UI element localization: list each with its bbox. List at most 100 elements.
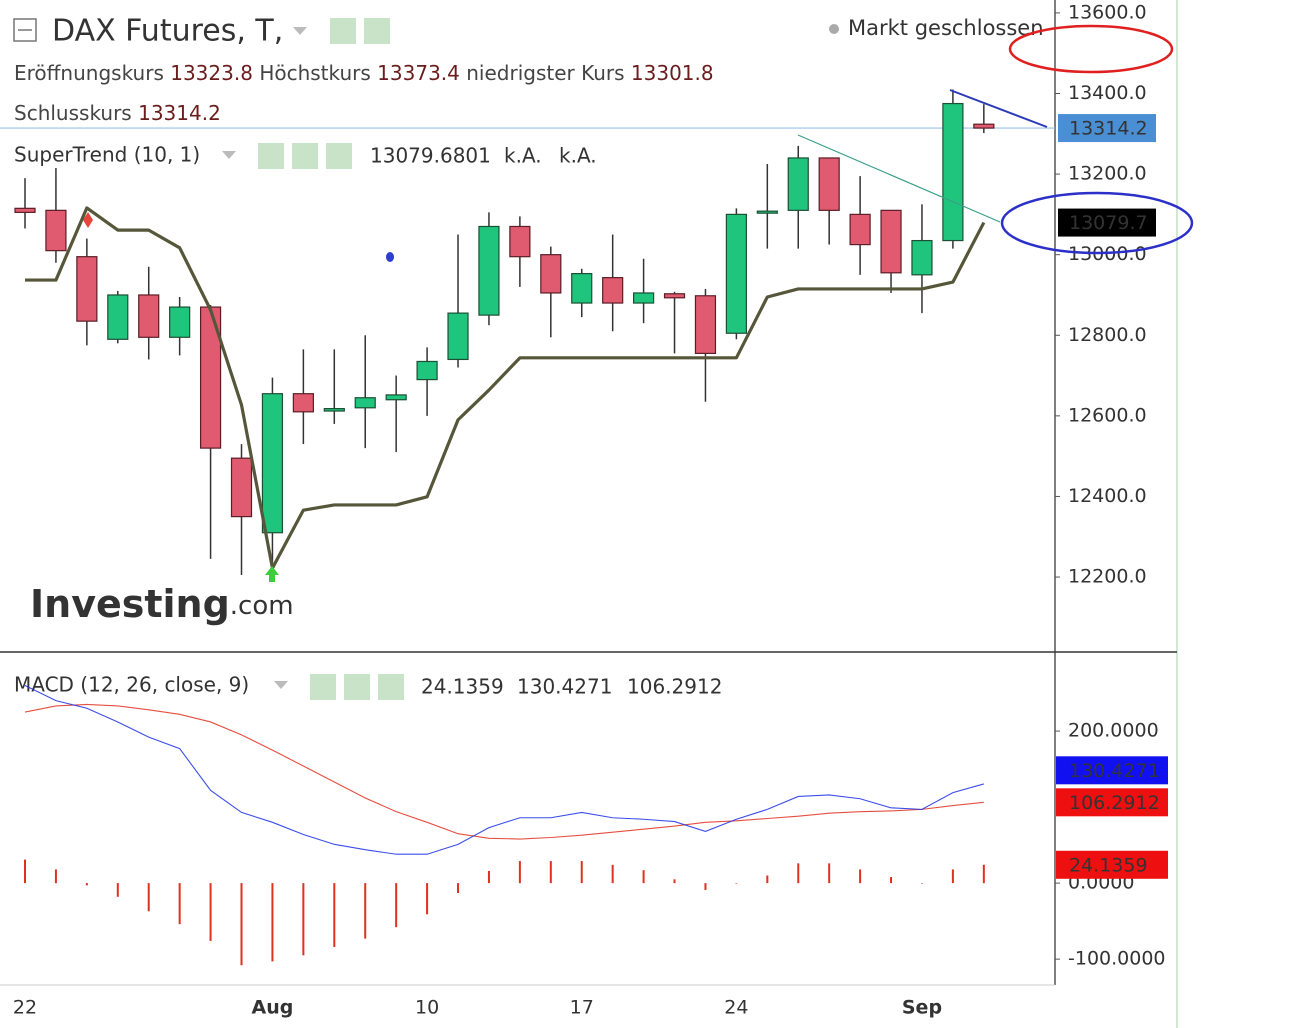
y-tick-label: 13400.0 <box>1068 82 1147 104</box>
close-icon[interactable] <box>378 674 404 700</box>
histogram-bar <box>487 870 490 884</box>
x-tick-label: 17 <box>570 997 594 1019</box>
status-dot <box>829 24 839 34</box>
dropdown-arrow[interactable] <box>293 27 307 35</box>
dropdown-arrow[interactable] <box>274 681 288 689</box>
macd-title: MACD (12, 26, close, 9) <box>14 673 249 697</box>
high-label: Höchstkurs <box>259 61 371 85</box>
supertrend-line <box>25 206 986 570</box>
y-tick-label: 12400.0 <box>1068 485 1147 507</box>
candle-body <box>540 254 562 294</box>
low-label: niedrigster Kurs <box>466 61 624 85</box>
highlight-ellipse <box>1000 191 1194 255</box>
chart-title: DAX Futures, T, <box>52 14 283 49</box>
x-tick-label: 22 <box>13 997 37 1019</box>
close-label: Schlusskurs <box>14 101 132 125</box>
histogram-bar <box>333 883 336 947</box>
candle-body <box>478 225 500 316</box>
candle-body <box>942 102 964 242</box>
histogram-bar <box>364 883 367 939</box>
candle-body <box>880 209 902 274</box>
settings-icon[interactable] <box>344 674 370 700</box>
candle-body <box>169 306 191 338</box>
candle-body <box>354 397 376 409</box>
indicator-value: 13079.6801 <box>370 144 491 168</box>
histogram-bar <box>518 861 521 884</box>
marker-dot <box>386 252 394 262</box>
indicator-na: k.A. <box>559 144 597 168</box>
histogram-bar <box>920 883 923 884</box>
sell-signal <box>83 212 93 228</box>
histogram-bar <box>766 875 769 884</box>
candle-body <box>725 213 747 334</box>
candle-body <box>76 256 98 322</box>
buy-signal <box>265 566 279 582</box>
watermark-suffix: .com <box>230 591 294 621</box>
candle-body <box>787 157 809 211</box>
candle-body <box>45 209 67 252</box>
candle-body <box>230 457 253 518</box>
y-tick-label: 13000.0 <box>1068 243 1147 265</box>
indicator-box <box>1058 208 1156 237</box>
y-tick-label: -100.0000 <box>1068 948 1166 970</box>
x-tick-label: Sep <box>902 997 942 1019</box>
indicator-axis-label: 13079.7 <box>1069 212 1148 234</box>
candle-body <box>261 393 284 534</box>
trendline <box>949 89 1048 128</box>
signal-axis-label: 106.2912 <box>1069 792 1160 814</box>
histogram-bar <box>704 883 707 890</box>
y-tick-label: 12600.0 <box>1068 404 1147 426</box>
histogram-bar <box>457 883 460 894</box>
macd-line <box>24 684 984 855</box>
macd-box <box>1056 756 1168 785</box>
histogram-box <box>1056 850 1168 879</box>
close-line: Schlusskurs 13314.2 <box>14 101 221 125</box>
histogram-bar <box>642 870 645 884</box>
highlight-ellipse <box>1008 24 1174 74</box>
ohlc-line: Eröffnungskurs 13323.8 Höchstkurs 13373.… <box>14 61 714 85</box>
close-icon[interactable] <box>326 143 352 169</box>
histogram-bar <box>395 883 398 928</box>
open-value: 13323.8 <box>170 61 253 85</box>
histogram-value: 24.1359 <box>421 675 504 699</box>
histogram-bar <box>302 883 305 956</box>
eye-icon[interactable] <box>310 674 336 700</box>
histogram-bar <box>147 883 150 912</box>
indicator-na: k.A. <box>504 144 542 168</box>
y-tick-label: 13200.0 <box>1068 163 1147 185</box>
candle-body <box>385 394 407 401</box>
histogram-bar <box>85 883 88 886</box>
low-value: 13301.8 <box>631 61 714 85</box>
histogram-axis-label: 24.1359 <box>1069 854 1148 876</box>
x-tick-label: 10 <box>415 997 439 1019</box>
settings-icon[interactable] <box>364 18 390 44</box>
eye-icon[interactable] <box>258 143 284 169</box>
collapse-box[interactable] <box>13 18 37 42</box>
dropdown-arrow[interactable] <box>222 151 236 159</box>
candle-body <box>818 157 840 211</box>
histogram-bar <box>209 883 212 941</box>
x-tick-label: 24 <box>724 997 748 1019</box>
close-value: 13314.2 <box>138 101 221 125</box>
macd-axis-label: 130.4271 <box>1069 760 1160 782</box>
histogram-bar <box>611 864 614 884</box>
candle-body <box>416 360 438 381</box>
signal-line <box>24 703 984 840</box>
watermark: Investing.com <box>30 582 294 626</box>
indicator-title: SuperTrend (10, 1) <box>14 143 200 167</box>
candle-body <box>509 225 531 258</box>
histogram-bar <box>828 863 831 884</box>
histogram-bar <box>549 861 552 884</box>
candle-body <box>138 294 160 338</box>
candle-body <box>14 207 36 213</box>
histogram-bar <box>116 883 119 897</box>
candle-body <box>756 210 778 214</box>
candle-body <box>911 239 933 276</box>
candle-body <box>602 277 624 304</box>
last-price-label: 13314.2 <box>1069 118 1148 140</box>
watermark-name: Investing <box>30 582 230 626</box>
eye-icon[interactable] <box>330 18 356 44</box>
plot-area: 12200.0 12400.0 12600.0 12800.0 13000.0 13200… <box>0 1 1168 1019</box>
settings-icon[interactable] <box>292 143 318 169</box>
